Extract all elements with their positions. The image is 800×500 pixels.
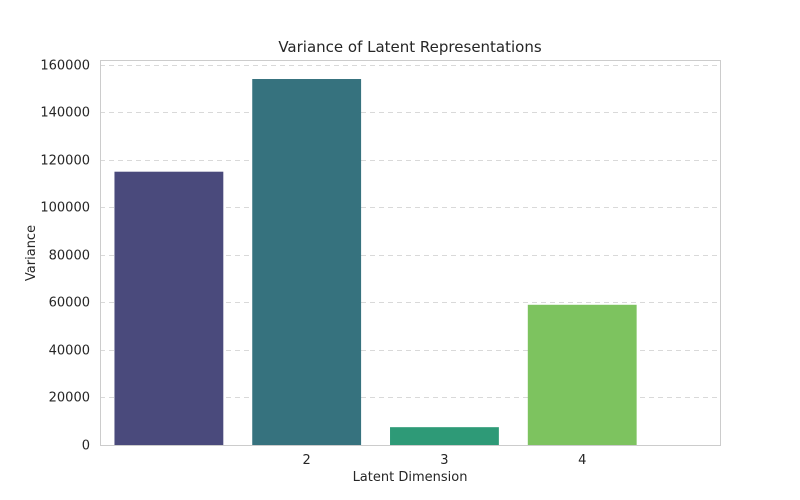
bar-2 [252,79,362,446]
y-tick-label: 60000 [49,296,90,311]
y-tick-label: 20000 [49,391,90,406]
bars [114,79,637,446]
x-tick-label: 4 [578,453,586,468]
bar-3 [390,427,499,445]
y-tick-label: 120000 [40,154,90,169]
x-tick-label: 3 [440,453,448,468]
y-tick-label: 140000 [40,106,90,121]
y-tick-labels: 0 20000 40000 60000 80000 100000 120000 140000 1… [40,59,90,454]
plot-frame [100,60,721,446]
y-axis-title: Variance [24,225,39,281]
y-tick-label: 100000 [40,201,90,216]
y-tick-label: 80000 [49,249,90,264]
x-tick-labels: 2 3 4 [303,453,587,468]
x-axis-title: Latent Dimension [353,470,468,485]
y-tick-label: 40000 [49,344,90,359]
y-tick-label: 0 [82,439,90,454]
chart-title: Variance of Latent Representations [278,38,542,56]
x-tick-label: 2 [303,453,311,468]
y-tick-label: 160000 [40,59,90,74]
bar-4 [527,304,637,445]
bar-unlabeled [114,171,224,446]
